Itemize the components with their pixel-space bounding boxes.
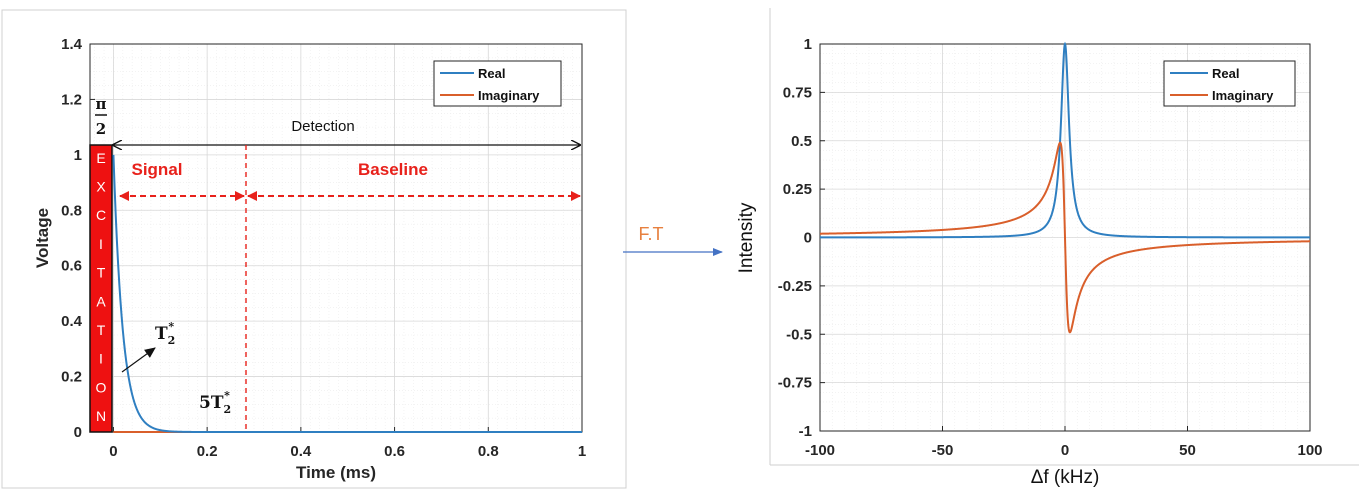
right-xtick-label: -50 — [932, 442, 954, 459]
left-xtick-label: 0.2 — [197, 443, 218, 460]
left-ytick-label: 1 — [74, 147, 82, 164]
right-ytick-label: 0 — [804, 230, 812, 247]
right-legend-box — [1163, 60, 1296, 107]
right-ytick-label: 0.25 — [783, 181, 812, 198]
right-xtick-label: 0 — [1061, 442, 1069, 459]
left-ytick-label: 0.4 — [61, 313, 83, 330]
right-xlabel: Δf (kHz) — [1031, 467, 1100, 488]
left-ytick-label: 0.2 — [61, 369, 82, 386]
excitation-pulse — [89, 144, 113, 433]
left-legend-real-label: Real — [478, 66, 505, 81]
right-ytick-label: 0.75 — [783, 84, 812, 101]
left-ytick-label: 1.4 — [61, 36, 83, 53]
signal-label: Signal — [131, 160, 182, 179]
left-legend: Real Imaginary — [433, 60, 562, 107]
left-legend-imag-label: Imaginary — [478, 88, 540, 103]
right-ytick-label: -0.25 — [778, 278, 812, 295]
right-legend-imag-label: Imaginary — [1212, 88, 1274, 103]
right-xtick-label: -100 — [805, 442, 835, 459]
excitation-letter: N — [96, 408, 106, 424]
excitation-letter: C — [96, 207, 106, 223]
right-ytick-label: 0.5 — [791, 133, 812, 150]
right-legend-real-label: Real — [1212, 66, 1239, 81]
pulse-label-denominator: 2 — [96, 120, 106, 138]
right-ytick-label: -0.5 — [786, 326, 812, 343]
t2-callout-arrow — [121, 347, 156, 373]
excitation-letter: X — [96, 178, 106, 194]
left-ytick-label: 1.2 — [61, 91, 82, 108]
left-series-real-line — [112, 154, 582, 433]
excitation-letter: T — [97, 322, 106, 338]
left-ytick-label: 0.6 — [61, 258, 82, 275]
left-tick-labels: 0 0.2 0.4 0.6 0.8 1 0 0.2 0.4 0.6 0.8 1 1.2 1.4 — [61, 36, 586, 460]
left-xtick-label: 0.4 — [290, 443, 312, 460]
t2-label: T2* — [155, 320, 175, 347]
left-xtick-label: 0.6 — [384, 443, 405, 460]
right-tick-labels: -100 -50 0 50 100 1 0.75 0.5 0.25 0 -0.25 -0.5 -0.75… — [778, 36, 1323, 459]
right-ylabel: Intensity — [736, 202, 757, 273]
left-xtick-label: 0.8 — [478, 443, 499, 460]
right-series-imaginary-line — [820, 141, 1310, 334]
excitation-letter: T — [97, 265, 106, 281]
left-legend-box — [433, 60, 562, 107]
left-ytick-label: 0.8 — [61, 202, 82, 219]
excitation-letter: I — [99, 236, 103, 252]
ft-label: F.T — [639, 224, 664, 244]
right-chart: -100 -50 0 50 100 1 0.75 0.5 0.25 0 -0.25 -0.5 -0.75… — [736, 36, 1323, 488]
right-xtick-label: 50 — [1179, 442, 1196, 459]
left-xtick-label: 1 — [578, 443, 586, 460]
right-ytick-label: -0.75 — [778, 375, 812, 392]
excitation-letter: I — [99, 351, 103, 367]
baseline-label: Baseline — [358, 160, 428, 179]
left-ytick-label: 0 — [74, 424, 82, 441]
pulse-label-numerator: π — [96, 95, 107, 113]
right-series-real-line — [820, 41, 1310, 239]
right-legend: Real Imaginary — [1163, 60, 1296, 107]
right-ytick-label: -1 — [799, 423, 812, 440]
left-chart: 0 0.2 0.4 0.6 0.8 100.20.40.60.811.21.4 EXCIT… — [33, 36, 586, 482]
right-ytick-label: 1 — [804, 36, 812, 53]
left-ylabel: Voltage — [33, 208, 52, 268]
excitation-letter: A — [96, 293, 106, 309]
right-xtick-label: 100 — [1297, 442, 1322, 459]
left-xtick-label: 0 — [109, 443, 117, 460]
left-xlabel: Time (ms) — [296, 463, 376, 482]
excitation-letter: E — [96, 150, 105, 166]
detection-label: Detection — [291, 118, 354, 135]
five-t2-label: 5T2* — [199, 389, 231, 416]
excitation-letter: O — [96, 379, 107, 395]
